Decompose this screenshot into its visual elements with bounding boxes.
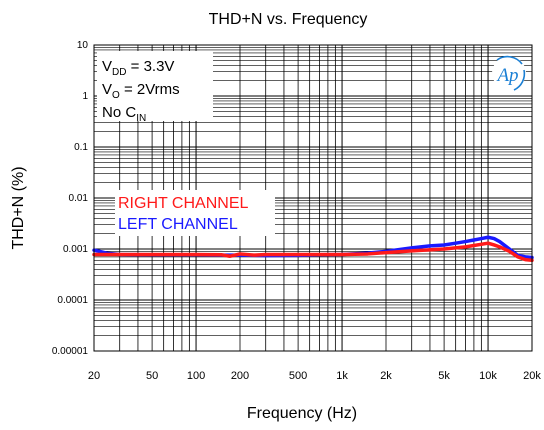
y-tick-label: 0.01 [69, 193, 89, 204]
conditions-box: VDD = 3.3V VO = 2Vrms No CIN [97, 51, 213, 124]
x-tick-label: 50 [146, 370, 158, 382]
x-tick-label: 500 [289, 370, 307, 382]
condition-cin: No CIN [102, 104, 146, 124]
y-axis-label: THD+N (%) [10, 166, 27, 249]
x-tick-label: 20k [523, 370, 541, 382]
y-tick-label: 0.001 [63, 244, 88, 255]
legend-bg [115, 190, 275, 236]
conditions-box-bg [97, 51, 213, 121]
ap-logo-text: Ap [495, 65, 518, 86]
x-tick-label: 1k [336, 370, 348, 382]
chart-title: THD+N vs. Frequency [209, 11, 368, 28]
x-tick-label: 10k [479, 370, 497, 382]
y-tick-label: 1 [82, 91, 88, 102]
condition-vdd: VDD = 3.3V [102, 58, 174, 78]
y-tick-label: 0.1 [74, 142, 88, 153]
x-tick-label: 2k [380, 370, 392, 382]
x-tick-labels: 20 50 100 200 500 1k 2k 5k 10k 20k [88, 370, 541, 382]
y-tick-label: 0.0001 [57, 295, 88, 306]
series-lines [92, 235, 534, 263]
y-tick-labels: 10 1 0.1 0.01 0.001 0.0001 0.00001 [52, 40, 89, 357]
x-tick-label: 20 [88, 370, 100, 382]
legend: RIGHT CHANNEL LEFT CHANNEL [115, 190, 275, 236]
x-axis-label: Frequency (Hz) [247, 405, 357, 422]
legend-left-channel: LEFT CHANNEL [118, 216, 238, 233]
series-line-right-channel [92, 241, 534, 263]
condition-vo: VO = 2Vrms [102, 81, 180, 101]
x-tick-label: 5k [438, 370, 450, 382]
ap-logo-icon: Ap [492, 55, 526, 91]
y-tick-label: 10 [77, 40, 89, 51]
x-tick-label: 200 [231, 370, 249, 382]
y-tick-label: 0.00001 [52, 346, 89, 357]
x-tick-label: 100 [187, 370, 205, 382]
legend-right-channel: RIGHT CHANNEL [118, 195, 248, 212]
plot-frame [93, 44, 533, 352]
